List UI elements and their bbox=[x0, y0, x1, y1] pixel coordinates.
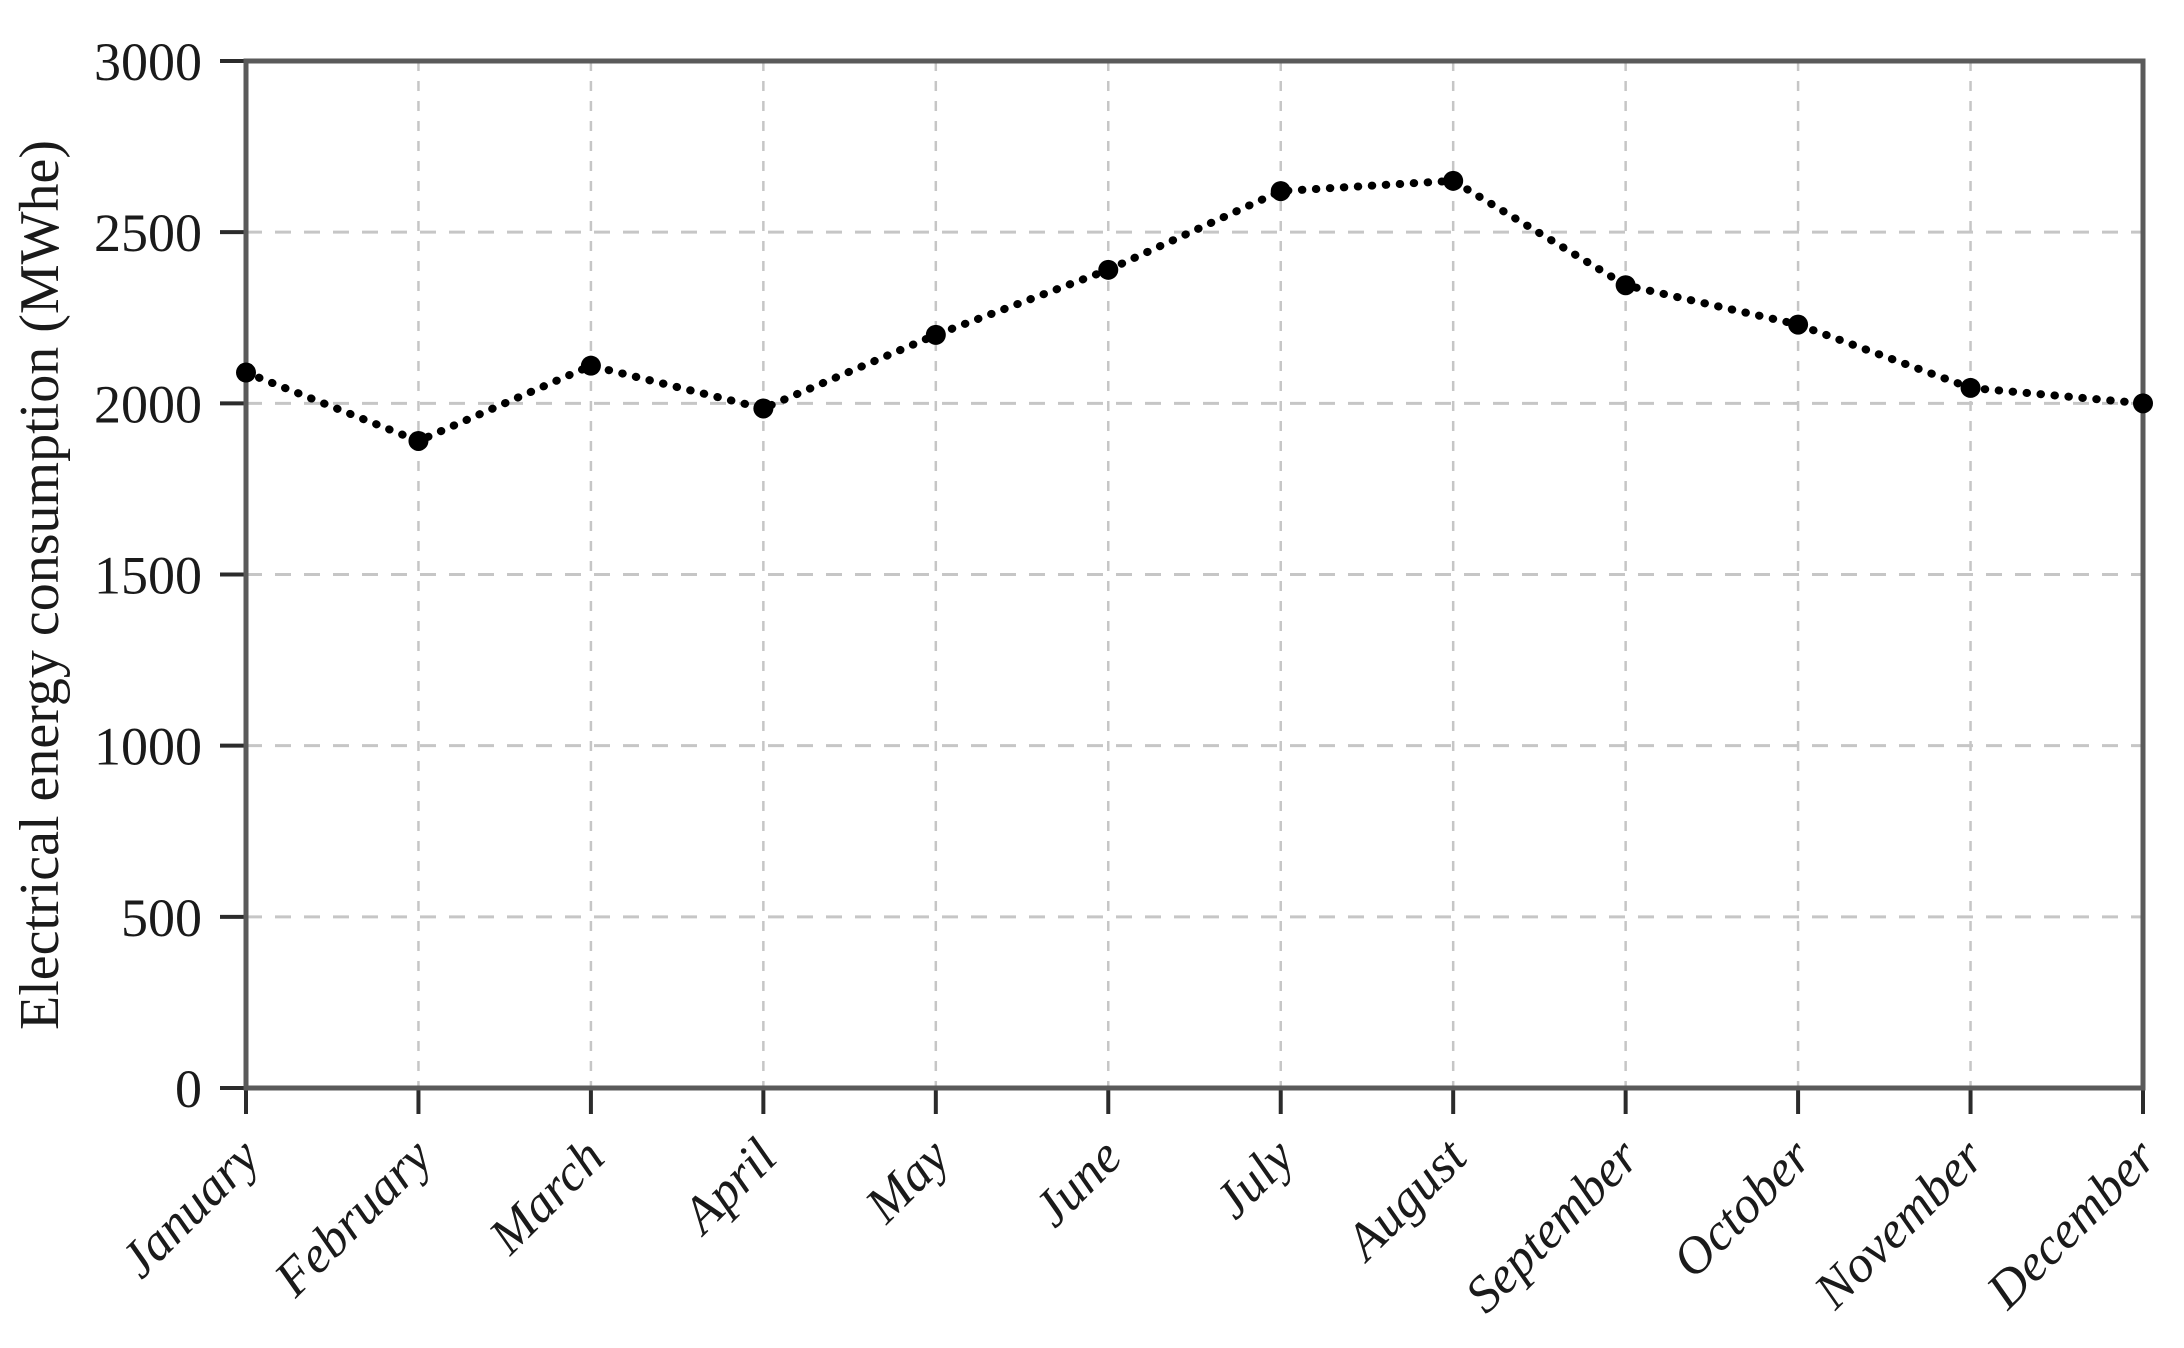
x-tick-label: September bbox=[1455, 1128, 1651, 1324]
x-tick-label: January bbox=[110, 1128, 271, 1289]
data-point-marker bbox=[236, 362, 256, 383]
y-tick-label: 1000 bbox=[94, 717, 202, 777]
x-tick-label: June bbox=[1023, 1128, 1133, 1238]
y-axis-title: Electrical energy consumption (MWhe) bbox=[9, 140, 71, 1030]
x-tick-label: December bbox=[1975, 1128, 2168, 1321]
axis-tick-marks bbox=[220, 59, 2145, 1114]
y-tick-label: 1500 bbox=[94, 546, 202, 606]
x-tick-label: August bbox=[1333, 1127, 1479, 1273]
x-tick-label: February bbox=[263, 1128, 444, 1309]
y-tick-label: 3000 bbox=[94, 32, 202, 92]
data-point-marker bbox=[2133, 393, 2153, 414]
y-tick-label: 2500 bbox=[94, 203, 202, 263]
x-tick-label: March bbox=[478, 1128, 616, 1266]
x-tick-label: April bbox=[670, 1128, 788, 1246]
gridlines bbox=[246, 61, 2143, 1088]
data-point-markers bbox=[236, 170, 2153, 451]
data-series-dotted-line bbox=[242, 176, 2147, 446]
data-point-marker bbox=[753, 398, 774, 419]
data-point-marker bbox=[1270, 181, 1291, 202]
data-point-marker bbox=[1960, 377, 1981, 398]
x-tick-label: October bbox=[1662, 1128, 1823, 1289]
data-point-marker bbox=[1615, 275, 1636, 296]
data-point-marker bbox=[408, 430, 429, 451]
y-tick-label: 500 bbox=[121, 888, 202, 948]
y-tick-label: 2000 bbox=[94, 374, 202, 434]
x-tick-label: November bbox=[1803, 1128, 1996, 1321]
data-point-marker bbox=[925, 324, 946, 345]
y-tick-label: 0 bbox=[175, 1059, 202, 1119]
data-point-marker bbox=[1443, 170, 1464, 191]
x-tick-label: July bbox=[1204, 1128, 1306, 1230]
series-line bbox=[242, 176, 2147, 446]
data-point-marker bbox=[580, 355, 601, 376]
data-point-marker bbox=[1098, 259, 1119, 280]
x-tick-label: May bbox=[854, 1128, 961, 1235]
y-axis-tick-labels: 0 500 1000 1500 2000 2500 3000 bbox=[94, 32, 202, 1119]
plot-border bbox=[243, 58, 2146, 1091]
data-point-marker bbox=[1788, 314, 1809, 335]
